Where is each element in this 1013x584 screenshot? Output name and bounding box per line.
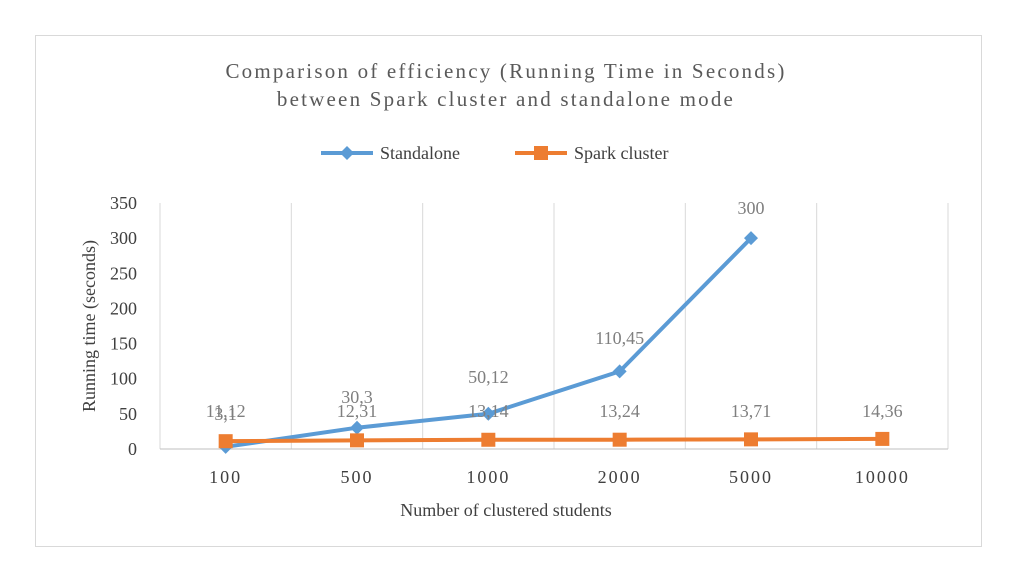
data-label-1-3: 13,24 [599,401,640,421]
marker-square-1-1 [350,433,364,448]
y-tick-label-150: 150 [110,334,137,354]
data-label-0-4: 300 [738,198,765,218]
data-label-0-1: 30,3 [341,387,373,407]
x-tick-label-1000: 1000 [466,467,510,487]
data-labels: 3,1 30,3 50,12 110,45 300 11,12 12,31 13,14 13,2… [206,198,903,424]
data-label-1-0: 11,12 [206,401,246,421]
y-tick-label-0: 0 [128,439,137,459]
y-tick-label-100: 100 [110,369,137,389]
data-label-0-2: 50,12 [468,367,509,387]
marker-square-1-0 [218,434,233,449]
marker-square-1-4 [744,432,758,447]
chart-subtitle: between Spark cluster and standalone mod… [277,87,735,111]
y-axis-ticks: 0 50 100 150 200 250 300 350 [110,193,137,459]
marker-diamond-0-2 [481,406,496,421]
y-tick-label-350: 350 [110,193,137,213]
x-axis-label: Number of clustered students [400,500,611,520]
gridlines [159,203,949,450]
marker-diamond-0-1 [350,420,364,435]
marker-square-1-2 [481,432,496,447]
data-label-1-2: 13,14 [468,401,509,421]
y-axis-label: Running time (seconds) [79,240,100,412]
x-axis-ticks: 100 500 1000 2000 5000 10000 [209,467,910,487]
data-label-1-5: 14,36 [862,401,903,421]
legend-label-0: Standalone [380,143,460,163]
x-tick-label-2000: 2000 [598,467,642,487]
legend-label-1: Spark cluster [574,143,668,163]
data-label-0-3: 110,45 [595,328,644,348]
data-label-1-1: 12,31 [337,401,378,421]
y-tick-label-250: 250 [110,263,137,283]
marker-diamond-0-3 [612,364,627,379]
data-label-1-4: 13,71 [731,401,772,421]
x-tick-label-5000: 5000 [729,467,773,487]
legend-marker-diamond [340,146,354,160]
x-tick-label-100: 100 [209,467,242,487]
series-line-1 [223,436,885,444]
marker-diamond-0-4 [744,231,758,246]
y-tick-label-300: 300 [110,228,137,248]
y-tick-label-200: 200 [110,298,137,318]
marker-square-1-5 [875,431,890,446]
data-label-0-0: 3,1 [214,404,237,424]
y-tick-label-50: 50 [119,404,137,424]
series-layer [218,231,890,454]
chart-title: Comparison of efficiency (Running Time i… [225,59,786,83]
chart-frame [35,35,982,547]
x-tick-label-10000: 10000 [855,467,910,487]
x-tick-label-500: 500 [341,467,374,487]
legend-marker-square [534,146,548,160]
legend: Standalone Spark cluster [321,143,668,163]
marker-square-1-3 [612,432,627,447]
